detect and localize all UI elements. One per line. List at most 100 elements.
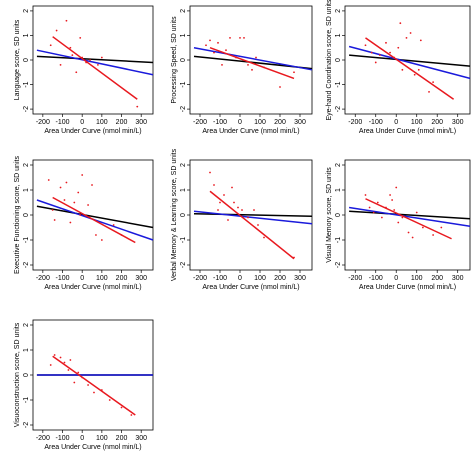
regression-line-red xyxy=(52,36,138,100)
data-point xyxy=(217,209,219,211)
data-point xyxy=(293,256,295,259)
y-tick-label: 1 xyxy=(335,188,342,192)
x-tick-label: -200 xyxy=(193,119,207,126)
data-point xyxy=(229,37,231,39)
y-tick-label: -2 xyxy=(23,422,30,428)
data-point xyxy=(251,68,253,71)
data-point xyxy=(241,209,243,211)
x-tick-label: 100 xyxy=(254,275,266,282)
x-tick-label: -100 xyxy=(369,275,383,282)
y-tick-label: -1 xyxy=(335,237,342,243)
y-tick-label: 1 xyxy=(180,188,187,192)
y-tick-label: 1 xyxy=(335,33,342,37)
y-tick-label: 1 xyxy=(23,188,30,192)
y-tick-label: -1 xyxy=(23,81,30,87)
data-point xyxy=(209,171,211,174)
regression-line-red xyxy=(52,355,136,416)
panel-1: -200 -100 0 100 200 300 -2 -1 0 1 2 Area Under Curv… xyxy=(14,5,154,135)
data-point xyxy=(67,369,70,371)
data-point xyxy=(440,226,443,229)
data-point xyxy=(378,54,381,56)
data-point xyxy=(120,234,123,236)
panel-7: -200 -100 0 100 200 300 -2 -1 0 1 2 Area Under Curv… xyxy=(14,319,154,451)
x-axis-title: Area Under Curve (nmol min/L) xyxy=(44,284,141,291)
data-point xyxy=(63,361,66,364)
data-point xyxy=(239,37,241,39)
y-axis-title: Executive Functioning score, SD units xyxy=(14,156,21,274)
x-tick-label: -100 xyxy=(56,435,70,442)
data-point xyxy=(411,236,414,239)
y-tick-label: 1 xyxy=(23,348,30,352)
x-tick-label: 100 xyxy=(96,435,108,442)
data-point xyxy=(75,71,78,74)
data-point xyxy=(55,29,58,32)
data-point xyxy=(81,174,84,176)
y-tick-label: 0 xyxy=(23,373,30,377)
data-point xyxy=(213,51,215,54)
y-tick-label: 2 xyxy=(23,323,30,327)
data-point xyxy=(100,56,103,59)
y-tick-label: -1 xyxy=(23,237,30,243)
data-point xyxy=(409,32,412,34)
data-point xyxy=(112,224,115,226)
data-point xyxy=(364,44,367,47)
x-axis-title: Area Under Curve (nmol min/L) xyxy=(44,444,141,451)
data-point xyxy=(65,181,68,184)
y-tick-label: 0 xyxy=(180,213,187,217)
y-tick-label: 1 xyxy=(180,33,187,37)
x-tick-label: 0 xyxy=(394,275,398,282)
regression-line-black xyxy=(193,213,313,217)
data-point xyxy=(69,46,72,49)
data-point xyxy=(79,214,82,216)
data-point xyxy=(205,44,207,47)
y-axis-title: Language score, SD units xyxy=(14,19,21,100)
data-point xyxy=(385,206,387,209)
data-point xyxy=(120,406,123,409)
regression-line-blue xyxy=(348,45,471,80)
panel-2: -200 -100 0 100 200 300 -2 -1 0 1 2 Area Under Curv… xyxy=(171,5,313,135)
data-point xyxy=(401,68,404,71)
x-tick-label: 100 xyxy=(254,119,266,126)
regression-line-blue xyxy=(348,206,471,227)
x-tick-label: 300 xyxy=(452,119,464,126)
x-tick-label: 100 xyxy=(96,275,108,282)
data-point xyxy=(209,39,211,42)
y-tick-label: -1 xyxy=(335,81,342,87)
data-point xyxy=(376,201,379,204)
x-tick-label: 200 xyxy=(274,275,286,282)
data-point xyxy=(385,41,387,44)
y-tick-label: -2 xyxy=(23,106,30,112)
x-tick-label: -200 xyxy=(348,119,362,126)
y-tick-label: -1 xyxy=(180,81,187,87)
data-point xyxy=(399,22,402,25)
x-tick-label: 200 xyxy=(116,435,128,442)
data-point xyxy=(263,236,265,239)
data-point xyxy=(69,359,72,361)
data-point xyxy=(87,384,89,386)
x-tick-label: 0 xyxy=(394,119,398,126)
data-point xyxy=(401,216,404,219)
data-point xyxy=(391,199,394,201)
data-point xyxy=(374,61,377,64)
x-tick-label: -200 xyxy=(193,275,207,282)
data-point xyxy=(79,37,82,39)
data-point xyxy=(243,37,245,39)
data-point xyxy=(364,194,367,196)
data-point xyxy=(136,105,139,108)
regression-line-red xyxy=(365,37,455,100)
x-tick-label: -100 xyxy=(369,119,383,126)
x-tick-label: 200 xyxy=(116,119,128,126)
data-point xyxy=(421,226,424,229)
x-tick-label: 200 xyxy=(431,119,443,126)
y-tick-label: 1 xyxy=(23,33,30,37)
y-tick-label: 2 xyxy=(335,9,342,13)
y-tick-label: -2 xyxy=(180,262,187,268)
data-point xyxy=(432,234,435,236)
data-point xyxy=(81,56,84,59)
x-axis-title: Area Under Curve (nmol min/L) xyxy=(202,128,299,135)
data-point xyxy=(227,219,229,221)
data-point xyxy=(108,399,111,401)
data-point xyxy=(370,51,373,54)
regression-line-blue xyxy=(193,210,313,225)
data-point xyxy=(130,414,133,416)
